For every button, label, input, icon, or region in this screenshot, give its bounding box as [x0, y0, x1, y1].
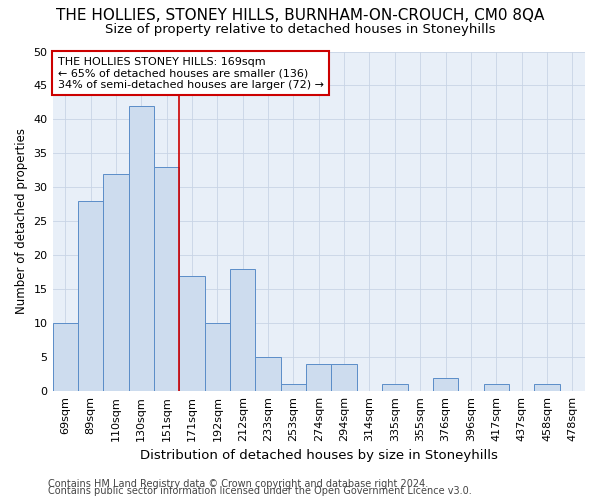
Bar: [78, 201, 103, 391]
Bar: [484, 384, 509, 391]
Y-axis label: Number of detached properties: Number of detached properties: [15, 128, 28, 314]
Text: THE HOLLIES, STONEY HILLS, BURNHAM-ON-CROUCH, CM0 8QA: THE HOLLIES, STONEY HILLS, BURNHAM-ON-CR…: [56, 8, 544, 22]
Bar: [128, 106, 154, 391]
Bar: [154, 167, 179, 391]
Bar: [331, 364, 357, 391]
Text: Contains HM Land Registry data © Crown copyright and database right 2024.: Contains HM Land Registry data © Crown c…: [48, 479, 428, 489]
Text: Size of property relative to detached houses in Stoneyhills: Size of property relative to detached ho…: [105, 22, 495, 36]
Text: Contains public sector information licensed under the Open Government Licence v3: Contains public sector information licen…: [48, 486, 472, 496]
Bar: [433, 378, 458, 391]
Bar: [103, 174, 128, 391]
Bar: [256, 357, 281, 391]
Bar: [306, 364, 331, 391]
Bar: [230, 269, 256, 391]
Bar: [382, 384, 407, 391]
Text: THE HOLLIES STONEY HILLS: 169sqm
← 65% of detached houses are smaller (136)
34% : THE HOLLIES STONEY HILLS: 169sqm ← 65% o…: [58, 56, 324, 90]
Bar: [281, 384, 306, 391]
Bar: [179, 276, 205, 391]
Bar: [53, 323, 78, 391]
Bar: [205, 323, 230, 391]
X-axis label: Distribution of detached houses by size in Stoneyhills: Distribution of detached houses by size …: [140, 450, 498, 462]
Bar: [534, 384, 560, 391]
